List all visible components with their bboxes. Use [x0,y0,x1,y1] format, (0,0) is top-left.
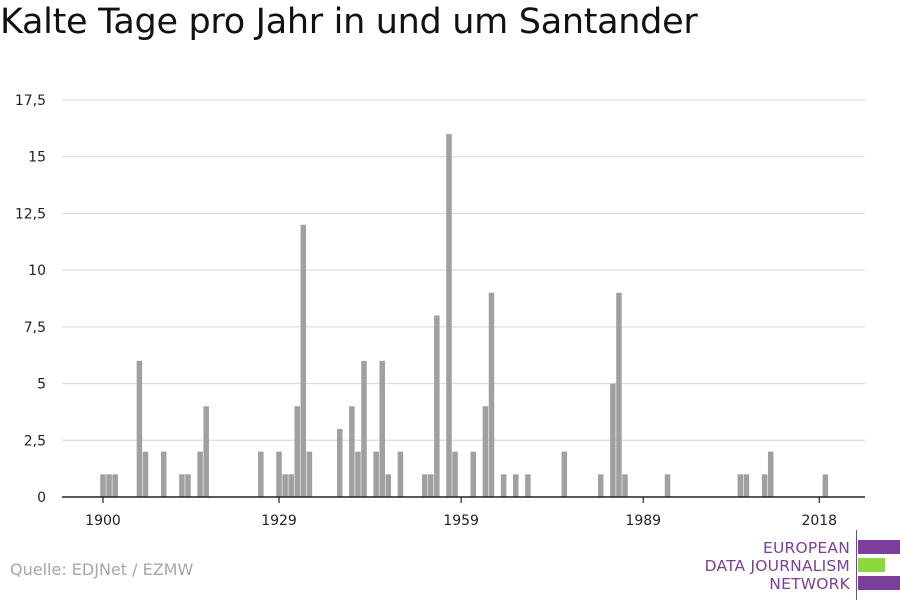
bar [421,474,428,497]
logo-text-european: EUROPEAN [762,539,850,557]
bar [258,451,264,497]
bar [664,474,671,497]
logo-text-data-journalism: DATA JOURNALISM [704,557,850,575]
logo-text-network: NETWORK [769,575,850,593]
bar [597,474,604,497]
bar [355,451,361,497]
x-tick-label: 1900 [85,513,121,529]
gridlines [62,99,865,441]
source-note: Quelle: EDJNet / EZMW [10,560,194,579]
bar [610,383,616,497]
x-tick-label: 1989 [625,513,661,529]
bar [294,406,300,497]
bar [160,451,167,497]
edjnet-logo: EUROPEAN DATA JOURNALISM NETWORK [700,530,900,600]
bar [300,224,307,497]
x-tick-label: 1929 [261,513,297,529]
bar [136,360,143,497]
bar [513,474,519,497]
bar [482,406,489,497]
bar [452,451,458,497]
bar [470,451,477,497]
bar [197,451,203,497]
bar [185,474,191,497]
logo-divider [856,530,857,600]
bar [525,474,531,497]
bar [100,474,106,497]
x-tick-label: 1959 [443,513,479,529]
logo-bar-green [858,558,885,572]
bar [336,428,343,497]
x-tick-label: 2018 [801,513,837,529]
bar [373,451,379,497]
bar [288,474,294,497]
bar [500,474,507,497]
y-tick-label: 0 [37,490,46,506]
bar [622,474,628,497]
bar [488,292,495,497]
y-tick-label: 17,5 [15,93,46,109]
bar [385,474,392,497]
y-tick-label: 10 [28,263,46,279]
bar [112,474,118,497]
bar [397,451,404,497]
y-tick-label: 12,5 [15,206,46,222]
bar [761,474,768,497]
bar [561,451,568,497]
logo-bar-purple-top [858,540,900,554]
bar [379,360,385,497]
bar [349,406,355,497]
bar [822,474,829,497]
x-tick-labels: 1900 1929 1959 1989 2018 [85,497,837,529]
bar [106,474,112,497]
bar [282,474,288,497]
bar [737,474,744,497]
bar [446,134,452,497]
bar [616,292,622,497]
bar [767,451,774,497]
y-tick-label: 7,5 [24,320,46,336]
y-tick-label: 2,5 [24,433,46,449]
bar [434,315,440,497]
y-tick-label: 15 [28,150,46,166]
bar [276,451,282,497]
y-tick-label: 5 [37,377,46,393]
bar [743,474,750,497]
logo-bar-purple-bottom [858,576,900,590]
bar [428,474,434,497]
bar [179,474,185,497]
bar [361,360,367,497]
chart-title: Kalte Tage pro Jahr in und um Santander [0,2,698,42]
bar [142,451,149,497]
bar [306,451,313,497]
bar [203,406,209,497]
y-tick-labels: 0 2,5 5 7,5 10 12,5 15 17,5 [15,93,46,506]
bars [100,134,829,497]
